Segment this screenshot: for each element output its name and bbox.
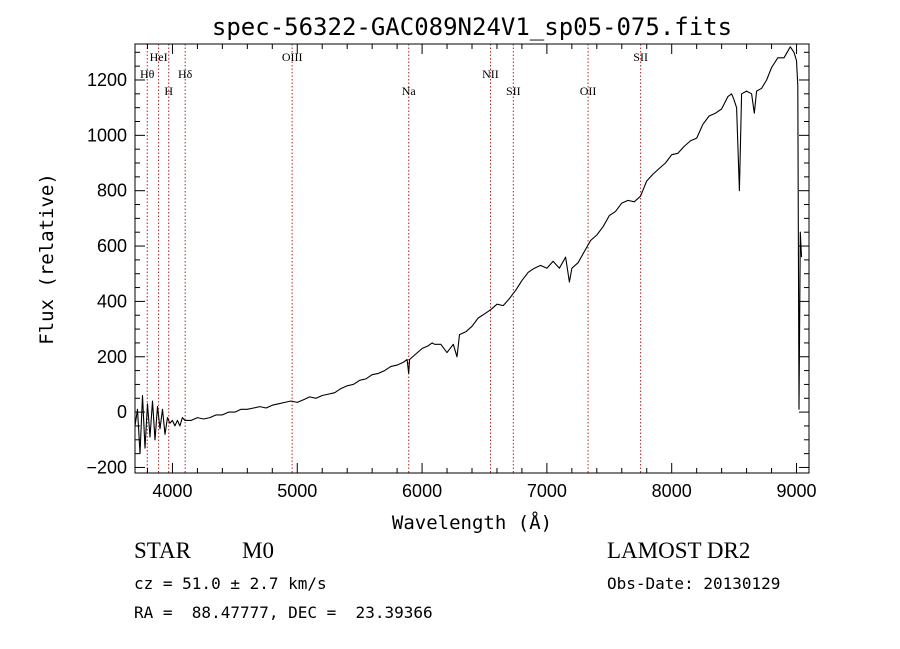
plot-frame xyxy=(134,43,810,474)
y-tick-label-6: 1000 xyxy=(87,125,127,145)
line-marker-label-0: Hθ xyxy=(140,67,155,81)
x-tick-label-0: 4000 xyxy=(152,481,192,501)
x-tick-label-4: 8000 xyxy=(652,481,692,501)
line-marker-label-7: SII xyxy=(506,84,521,98)
line-marker-label-4: OIII xyxy=(282,50,303,64)
x-tick-label-3: 7000 xyxy=(527,481,567,501)
y-tick-label-5: 800 xyxy=(97,181,127,201)
object-class: STAR xyxy=(134,538,191,563)
line-marker-label-2: H xyxy=(164,84,173,98)
redshift-value: cz = 51.0 ± 2.7 km/s xyxy=(134,574,327,593)
x-axis-label: Wavelength (Å) xyxy=(392,511,552,534)
y-tick-label-0: −200 xyxy=(86,457,127,477)
y-tick-label-7: 1200 xyxy=(87,70,127,90)
y-tick-label-2: 200 xyxy=(97,347,127,367)
survey-name: LAMOST DR2 xyxy=(607,538,751,563)
y-tick-label-4: 600 xyxy=(97,236,127,256)
y-axis-label: Flux (relative) xyxy=(36,173,58,345)
x-tick-label-1: 5000 xyxy=(277,481,317,501)
x-tick-label-2: 6000 xyxy=(402,481,442,501)
sky-coordinates: RA = 88.47777, DEC = 23.39366 xyxy=(134,603,433,622)
line-marker-label-6: NII xyxy=(482,67,499,81)
line-marker-label-9: SII xyxy=(633,50,648,64)
spectrum-chart: spec-56322-GAC089N24V1_sp05-075.fits Hθ H… xyxy=(36,13,817,534)
line-marker-label-1: HeI xyxy=(150,50,168,64)
y-tick-label-3: 400 xyxy=(97,291,127,311)
chart-title: spec-56322-GAC089N24V1_sp05-075.fits xyxy=(212,13,732,41)
line-marker-label-5: Na xyxy=(402,84,417,98)
line-marker-label-8: OII xyxy=(580,84,597,98)
y-tick-label-1: 0 xyxy=(117,402,127,422)
line-marker-label-3: Hδ xyxy=(178,67,193,81)
object-subclass: M0 xyxy=(242,538,274,563)
observation-date: Obs-Date: 20130129 xyxy=(607,574,781,593)
spectrum-line xyxy=(134,46,803,455)
x-tick-label-5: 9000 xyxy=(776,481,816,501)
